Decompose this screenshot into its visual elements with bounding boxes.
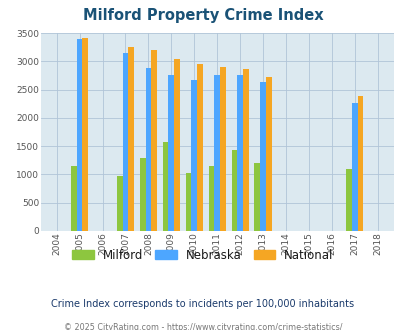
Text: © 2025 CityRating.com - https://www.cityrating.com/crime-statistics/: © 2025 CityRating.com - https://www.city…	[64, 323, 341, 330]
Bar	[345, 169, 351, 231]
Bar	[351, 103, 357, 231]
Bar	[168, 75, 174, 231]
Bar	[220, 67, 225, 231]
Bar	[82, 38, 88, 231]
Bar	[71, 166, 77, 231]
Bar	[237, 76, 243, 231]
Bar	[197, 64, 202, 231]
Bar	[214, 76, 220, 231]
Bar	[265, 77, 271, 231]
Bar	[77, 39, 82, 231]
Bar	[122, 53, 128, 231]
Bar	[162, 143, 168, 231]
Bar	[174, 59, 179, 231]
Text: Crime Index corresponds to incidents per 100,000 inhabitants: Crime Index corresponds to incidents per…	[51, 299, 354, 309]
Bar	[208, 166, 214, 231]
Bar	[151, 50, 157, 231]
Bar	[191, 80, 197, 231]
Bar	[185, 173, 191, 231]
Bar	[145, 68, 151, 231]
Legend: Milford, Nebraska, National: Milford, Nebraska, National	[68, 244, 337, 266]
Bar	[254, 163, 260, 231]
Bar	[260, 82, 265, 231]
Text: Milford Property Crime Index: Milford Property Crime Index	[83, 8, 322, 23]
Bar	[128, 47, 134, 231]
Bar	[357, 96, 362, 231]
Bar	[231, 150, 237, 231]
Bar	[243, 69, 248, 231]
Bar	[117, 176, 122, 231]
Bar	[139, 158, 145, 231]
